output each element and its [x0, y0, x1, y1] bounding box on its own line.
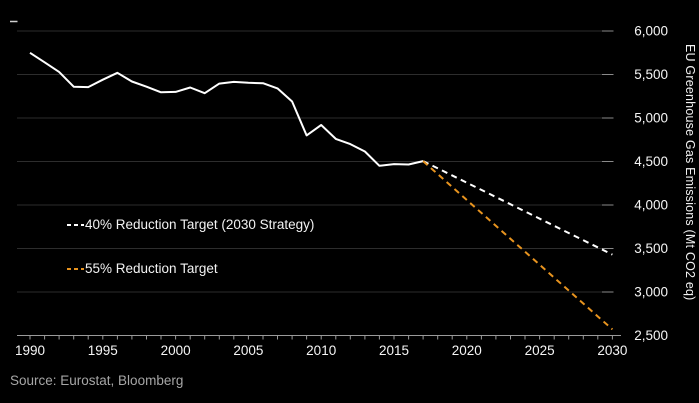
y-tick-label: 5,000 — [634, 111, 668, 126]
legend-item-40-target: 40% Reduction Target (2030 Strategy) — [67, 218, 314, 232]
y-tick-label: 6,000 — [634, 24, 668, 39]
x-tick-label: 1990 — [15, 343, 45, 358]
historical-emissions-line — [29, 51, 424, 167]
y-tick-label: 3,000 — [634, 285, 668, 300]
y-tick-label: 2,500 — [634, 328, 668, 343]
target-55-line — [422, 160, 614, 331]
legend-label-55-target: 55% Reduction Target — [85, 261, 218, 276]
x-tick-label: 2025 — [525, 343, 555, 358]
source-note: Source: Eurostat, Bloomberg — [10, 373, 184, 388]
dashed-line-swatch-white — [67, 224, 84, 226]
x-tick-label: 2030 — [597, 343, 627, 358]
legend-label-40-target: 40% Reduction Target (2030 Strategy) — [85, 217, 315, 232]
y-tick-label: 5,500 — [634, 67, 668, 82]
legend-item-55-target: 55% Reduction Target — [67, 262, 218, 276]
dashed-line-swatch-orange — [67, 268, 84, 270]
x-tick-label: 1995 — [88, 343, 118, 358]
x-tick-label: 2020 — [452, 343, 482, 358]
x-tick-label: 2005 — [233, 343, 263, 358]
y-tick-label: 4,000 — [634, 198, 668, 213]
x-tick-label: 2015 — [379, 343, 409, 358]
target-40-line — [422, 160, 613, 256]
y-tick-label: 4,500 — [634, 154, 668, 169]
y-tick-label: 3,500 — [634, 241, 668, 256]
x-tick-label: 2010 — [306, 343, 336, 358]
x-tick-label: 2000 — [161, 343, 191, 358]
y-axis-title: EU Greenhouse Gas Emissions (Mt CO2 eq) — [683, 44, 697, 301]
